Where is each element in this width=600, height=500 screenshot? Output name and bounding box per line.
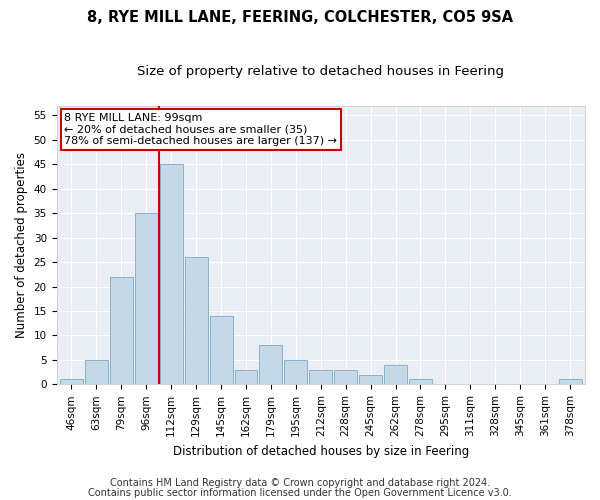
Text: 8 RYE MILL LANE: 99sqm
← 20% of detached houses are smaller (35)
78% of semi-det: 8 RYE MILL LANE: 99sqm ← 20% of detached… xyxy=(64,112,337,146)
Y-axis label: Number of detached properties: Number of detached properties xyxy=(15,152,28,338)
Bar xyxy=(160,164,182,384)
X-axis label: Distribution of detached houses by size in Feering: Distribution of detached houses by size … xyxy=(173,444,469,458)
Bar xyxy=(559,380,581,384)
Bar xyxy=(235,370,257,384)
Bar xyxy=(259,345,283,385)
Text: Contains public sector information licensed under the Open Government Licence v3: Contains public sector information licen… xyxy=(88,488,512,498)
Bar xyxy=(384,365,407,384)
Text: Contains HM Land Registry data © Crown copyright and database right 2024.: Contains HM Land Registry data © Crown c… xyxy=(110,478,490,488)
Text: 8, RYE MILL LANE, FEERING, COLCHESTER, CO5 9SA: 8, RYE MILL LANE, FEERING, COLCHESTER, C… xyxy=(87,10,513,25)
Bar xyxy=(359,374,382,384)
Bar xyxy=(284,360,307,384)
Bar xyxy=(409,380,432,384)
Bar xyxy=(110,276,133,384)
Bar xyxy=(85,360,108,384)
Bar xyxy=(135,213,158,384)
Bar xyxy=(209,316,233,384)
Bar xyxy=(309,370,332,384)
Bar xyxy=(60,380,83,384)
Title: Size of property relative to detached houses in Feering: Size of property relative to detached ho… xyxy=(137,65,504,78)
Bar xyxy=(185,257,208,384)
Bar xyxy=(334,370,357,384)
